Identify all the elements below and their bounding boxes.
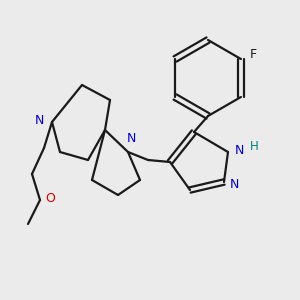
Text: O: O (45, 191, 55, 205)
Text: N: N (229, 178, 239, 190)
Text: N: N (234, 143, 244, 157)
Text: F: F (249, 49, 256, 62)
Text: N: N (34, 113, 44, 127)
Text: H: H (250, 140, 258, 152)
Text: N: N (126, 131, 136, 145)
